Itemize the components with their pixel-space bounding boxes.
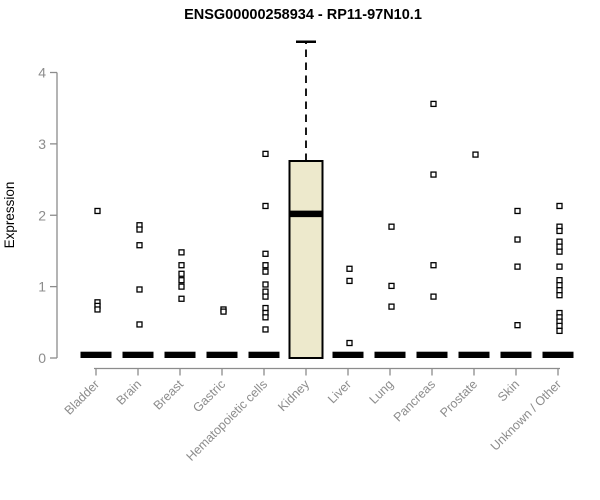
x-tick-label-hematopoietic-cells: Hematopoietic cells [184, 377, 271, 464]
data-point[interactable] [262, 202, 269, 210]
data-point[interactable] [262, 262, 269, 269]
x-tick-label-brain: Brain [114, 377, 145, 408]
data-point[interactable] [346, 265, 353, 272]
x-tick-label-breast: Breast [151, 377, 187, 413]
box-skin[interactable] [500, 351, 532, 358]
data-point[interactable] [430, 262, 437, 269]
box-bladder[interactable] [80, 351, 112, 358]
data-point[interactable] [556, 227, 563, 235]
data-point[interactable] [388, 223, 395, 230]
box-pancreas[interactable] [416, 351, 448, 358]
data-point[interactable] [178, 249, 185, 256]
data-point[interactable] [514, 322, 521, 329]
data-point[interactable] [136, 226, 143, 233]
data-point[interactable] [178, 283, 185, 290]
data-point[interactable] [136, 286, 143, 293]
data-point[interactable] [430, 293, 437, 300]
y-tick-label-3: 3 [38, 136, 46, 152]
data-point[interactable] [262, 293, 269, 300]
data-point[interactable] [430, 171, 437, 178]
box-brain[interactable] [122, 351, 154, 358]
y-tick-label-0: 0 [38, 350, 46, 366]
y-tick-label-1: 1 [38, 279, 46, 295]
data-point[interactable] [388, 282, 395, 290]
data-point[interactable] [556, 327, 563, 335]
data-point[interactable] [262, 304, 269, 312]
box-liver[interactable] [332, 351, 364, 358]
data-point[interactable] [262, 150, 269, 158]
data-point[interactable] [556, 238, 563, 245]
data-point[interactable] [556, 292, 563, 299]
box-lung[interactable] [374, 351, 406, 358]
data-point[interactable] [262, 268, 269, 275]
chart-title: ENSG00000258934 - RP11-97N10.1 [184, 7, 422, 23]
box-gastric[interactable] [206, 351, 238, 358]
y-tick-label-2: 2 [38, 207, 46, 223]
box-unknown-other[interactable] [542, 351, 574, 358]
data-point[interactable] [262, 314, 269, 321]
data-point[interactable] [136, 321, 143, 328]
box-kidney[interactable] [288, 160, 324, 359]
data-point[interactable] [178, 277, 185, 284]
plot-area: 0 1 2 3 4 Bladder Brain Breast GastricHematopoie… [38, 40, 574, 464]
data-point[interactable] [262, 250, 269, 257]
data-point[interactable] [514, 236, 521, 243]
box-breast[interactable] [164, 351, 196, 358]
x-tick-label-liver: Liver [325, 377, 354, 406]
data-point[interactable] [556, 243, 563, 250]
data-point[interactable] [94, 207, 101, 215]
box-hematopoietic-cells[interactable] [248, 351, 280, 358]
data-point[interactable] [388, 303, 395, 310]
x-tick-label-gastric: Gastric [190, 377, 228, 415]
data-point[interactable] [556, 202, 563, 210]
data-point[interactable] [178, 262, 185, 269]
data-point[interactable] [94, 306, 101, 313]
data-point[interactable] [514, 263, 521, 270]
x-tick-label-kidney: Kidney [275, 377, 312, 414]
y-tick-label-4: 4 [38, 65, 46, 81]
data-point[interactable] [556, 263, 563, 270]
data-point[interactable] [136, 242, 143, 249]
box-prostate[interactable] [458, 351, 490, 358]
x-tick-label-pancreas: Pancreas [391, 377, 438, 424]
x-tick-label-lung: Lung [367, 377, 397, 407]
data-point[interactable] [556, 248, 563, 255]
data-point[interactable] [346, 277, 353, 285]
data-point[interactable] [262, 288, 269, 295]
y-axis-title: Expression [2, 182, 17, 249]
data-point[interactable] [262, 326, 269, 333]
x-tick-label-bladder: Bladder [62, 377, 102, 417]
data-point[interactable] [556, 322, 563, 330]
x-tick-label-prostate: Prostate [437, 377, 480, 420]
data-point[interactable] [556, 277, 563, 284]
data-point[interactable] [178, 270, 185, 277]
data-point[interactable] [346, 339, 353, 347]
data-point[interactable] [262, 281, 269, 288]
median-kidney [289, 210, 323, 218]
data-point[interactable] [556, 282, 563, 289]
data-point[interactable] [472, 151, 479, 158]
data-point[interactable] [220, 308, 227, 315]
x-tick-label-skin: Skin [495, 377, 522, 404]
data-point[interactable] [430, 100, 437, 108]
data-point[interactable] [178, 295, 185, 302]
data-point[interactable] [556, 287, 563, 294]
data-point[interactable] [514, 207, 521, 215]
x-tick-label-unknown-other: Unknown / Other [488, 377, 564, 453]
